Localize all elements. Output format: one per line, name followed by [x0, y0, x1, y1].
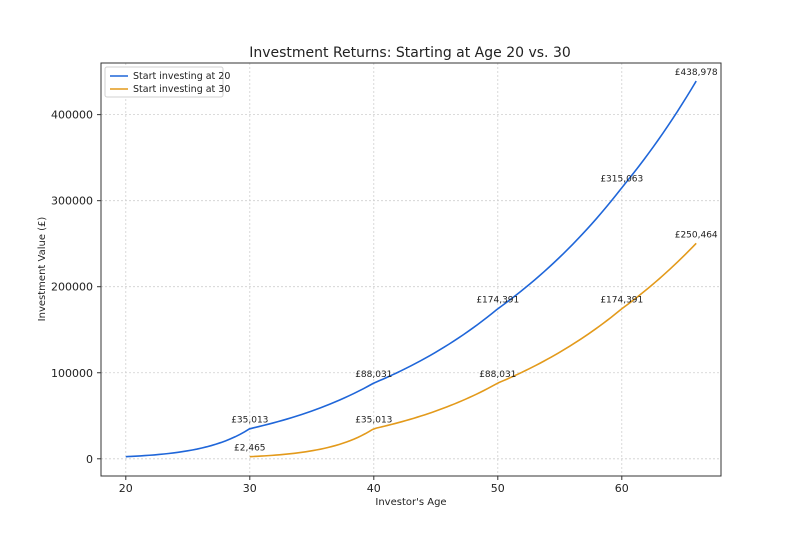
- legend-box: [104, 66, 224, 98]
- data-label: £88,031: [355, 370, 392, 380]
- y-tick-label: 0: [86, 453, 93, 466]
- legend-label-start-20: Start investing at 20: [133, 71, 230, 82]
- data-labels: £35,013 £88,031 £174,391 £315,063 £438,978 £2…: [231, 68, 718, 454]
- x-tick-label: 60: [615, 482, 629, 495]
- data-label: £174,391: [476, 296, 519, 306]
- axis-ticks: 20 30 40 50 60 0 100000 200000 300000 400000: [51, 109, 629, 495]
- y-axis-label: Investment Value (£): [37, 217, 48, 322]
- x-tick-label: 40: [367, 482, 381, 495]
- chart-title: Investment Returns: Starting at Age 20 v…: [249, 45, 571, 61]
- data-label: £315,063: [600, 175, 643, 185]
- data-label: £2,465: [234, 444, 266, 454]
- data-label: £88,031: [479, 370, 516, 380]
- series-line-start-20: [125, 80, 697, 458]
- data-label: £438,978: [675, 68, 718, 78]
- y-tick-label: 100000: [51, 367, 93, 380]
- legend: Start investing at 20 Start investing at…: [104, 66, 230, 98]
- data-label: £35,013: [231, 416, 268, 426]
- x-axis-label: Investor's Age: [375, 497, 446, 508]
- plot-area-frame: [100, 62, 722, 477]
- series-line-start-30: [249, 242, 697, 458]
- series-lines: [125, 80, 697, 458]
- data-label: £35,013: [355, 416, 392, 426]
- data-label: £174,391: [600, 296, 643, 306]
- x-tick-label: 30: [243, 482, 257, 495]
- x-tick-label: 20: [119, 482, 133, 495]
- legend-label-start-30: Start investing at 30: [133, 84, 230, 95]
- y-tick-label: 400000: [51, 109, 93, 122]
- grid-lines: [101, 63, 721, 476]
- data-label: £250,464: [675, 230, 718, 240]
- x-tick-label: 50: [491, 482, 505, 495]
- y-tick-label: 300000: [51, 195, 93, 208]
- y-tick-label: 200000: [51, 281, 93, 294]
